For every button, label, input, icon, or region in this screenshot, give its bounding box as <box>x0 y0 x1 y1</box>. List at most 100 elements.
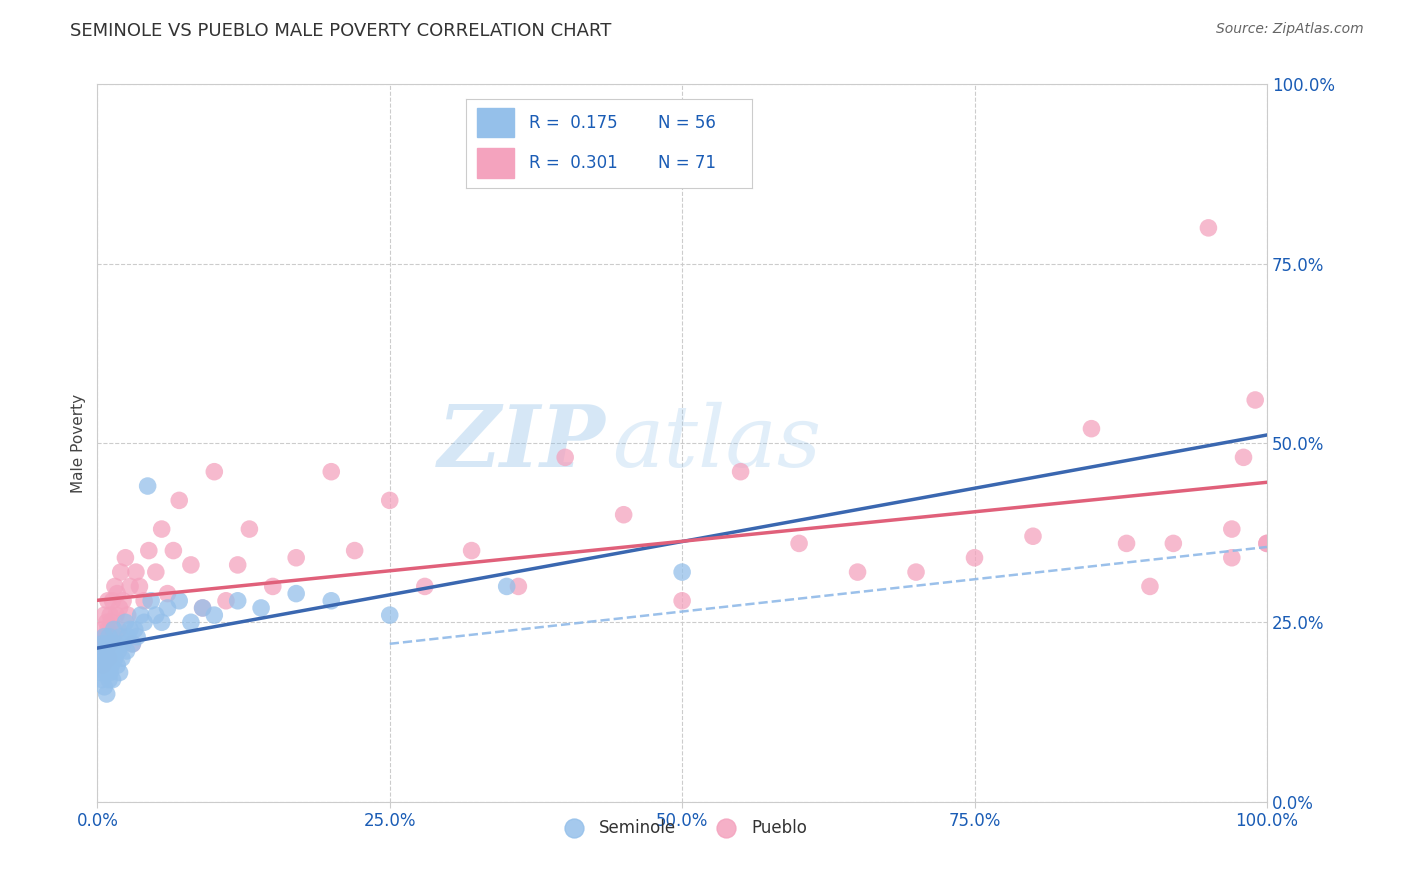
Point <box>96 637 118 651</box>
Point <box>100 658 122 673</box>
Point <box>1256 536 1278 550</box>
Point <box>1244 392 1267 407</box>
Point <box>98 665 121 680</box>
Point <box>1115 536 1137 550</box>
Point <box>156 586 179 600</box>
Text: atlas: atlas <box>612 401 821 484</box>
Point <box>613 508 636 522</box>
Point <box>180 558 202 572</box>
Point <box>495 579 517 593</box>
Text: ZIP: ZIP <box>439 401 606 484</box>
Point <box>103 630 125 644</box>
Point <box>250 601 273 615</box>
Point <box>101 673 124 687</box>
Text: SEMINOLE VS PUEBLO MALE POVERTY CORRELATION CHART: SEMINOLE VS PUEBLO MALE POVERTY CORRELAT… <box>70 22 612 40</box>
Point <box>96 687 118 701</box>
Point <box>905 565 928 579</box>
Point <box>98 651 121 665</box>
Point <box>105 637 128 651</box>
Point <box>202 608 225 623</box>
Point <box>1139 579 1161 593</box>
Point <box>378 608 401 623</box>
Point <box>107 644 129 658</box>
Point <box>112 637 135 651</box>
Point <box>96 637 118 651</box>
Legend: Seminole, Pueblo: Seminole, Pueblo <box>551 812 814 844</box>
Point <box>1232 450 1254 465</box>
Point <box>94 651 117 665</box>
Point <box>91 673 114 687</box>
Point <box>191 601 214 615</box>
Point <box>112 594 135 608</box>
Point <box>136 479 159 493</box>
Point <box>105 608 128 623</box>
Point <box>121 637 143 651</box>
Point <box>90 651 112 665</box>
Point <box>120 623 142 637</box>
Point <box>156 601 179 615</box>
Point <box>141 594 163 608</box>
Point <box>93 680 115 694</box>
Point <box>107 623 129 637</box>
Point <box>671 565 693 579</box>
Point <box>460 543 482 558</box>
Point <box>1163 536 1185 550</box>
Point <box>1022 529 1045 543</box>
Point <box>98 651 121 665</box>
Point <box>104 651 127 665</box>
Point <box>378 493 401 508</box>
Point <box>150 522 173 536</box>
Point <box>89 665 111 680</box>
Point <box>321 465 343 479</box>
Point <box>91 658 114 673</box>
Point <box>191 601 214 615</box>
Point <box>138 543 160 558</box>
Point <box>508 579 530 593</box>
Point <box>787 536 810 550</box>
Point <box>1220 550 1243 565</box>
Point <box>98 637 121 651</box>
Point <box>963 550 986 565</box>
Point <box>285 586 308 600</box>
Point <box>98 673 121 687</box>
Point <box>101 594 124 608</box>
Point <box>150 615 173 630</box>
Point <box>110 630 132 644</box>
Point <box>554 450 576 465</box>
Point <box>110 565 132 579</box>
Point <box>96 615 118 630</box>
Point <box>89 637 111 651</box>
Point <box>129 608 152 623</box>
Point <box>1256 536 1278 550</box>
Point <box>134 594 156 608</box>
Point <box>127 630 149 644</box>
Point <box>285 550 308 565</box>
Point <box>162 543 184 558</box>
Point <box>121 637 143 651</box>
Point <box>125 565 148 579</box>
Point <box>93 630 115 644</box>
Point <box>104 579 127 593</box>
Point <box>108 601 131 615</box>
Point <box>671 594 693 608</box>
Point <box>103 623 125 637</box>
Point <box>98 608 121 623</box>
Point <box>145 608 167 623</box>
Point <box>90 651 112 665</box>
Point <box>93 630 115 644</box>
Point <box>1080 422 1102 436</box>
Point <box>262 579 284 593</box>
Point <box>93 608 115 623</box>
Point <box>202 465 225 479</box>
Point <box>730 465 752 479</box>
Text: Source: ZipAtlas.com: Source: ZipAtlas.com <box>1216 22 1364 37</box>
Point <box>215 594 238 608</box>
Point <box>120 579 142 593</box>
Point <box>100 637 122 651</box>
Point <box>97 594 120 608</box>
Point <box>108 665 131 680</box>
Point <box>97 623 120 637</box>
Point <box>101 644 124 658</box>
Point <box>97 644 120 658</box>
Point <box>134 615 156 630</box>
